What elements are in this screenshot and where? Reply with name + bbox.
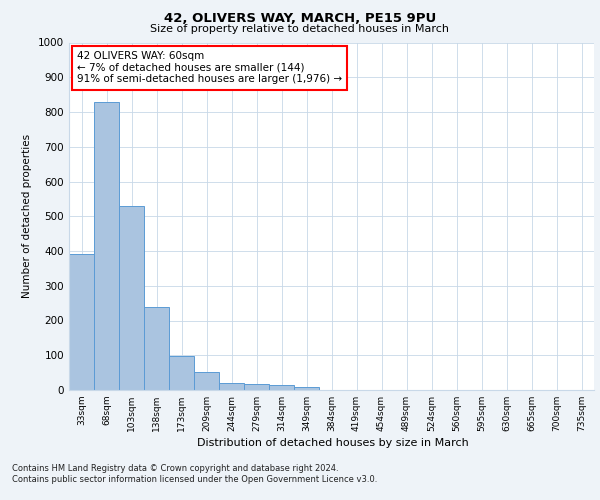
Text: Contains HM Land Registry data © Crown copyright and database right 2024.: Contains HM Land Registry data © Crown c… xyxy=(12,464,338,473)
Bar xyxy=(219,383,244,390)
Bar xyxy=(194,372,219,390)
Y-axis label: Number of detached properties: Number of detached properties xyxy=(22,134,32,298)
Bar xyxy=(94,102,119,390)
Text: Contains public sector information licensed under the Open Government Licence v3: Contains public sector information licen… xyxy=(12,475,377,484)
Bar xyxy=(269,385,294,390)
Bar xyxy=(244,384,269,390)
Text: Distribution of detached houses by size in March: Distribution of detached houses by size … xyxy=(197,438,469,448)
Text: 42, OLIVERS WAY, MARCH, PE15 9PU: 42, OLIVERS WAY, MARCH, PE15 9PU xyxy=(164,12,436,26)
Text: Size of property relative to detached houses in March: Size of property relative to detached ho… xyxy=(151,24,449,34)
Bar xyxy=(294,386,319,390)
Text: 42 OLIVERS WAY: 60sqm
← 7% of detached houses are smaller (144)
91% of semi-deta: 42 OLIVERS WAY: 60sqm ← 7% of detached h… xyxy=(77,51,342,84)
Bar xyxy=(144,306,169,390)
Bar xyxy=(119,206,144,390)
Bar xyxy=(169,356,194,390)
Bar xyxy=(69,254,94,390)
